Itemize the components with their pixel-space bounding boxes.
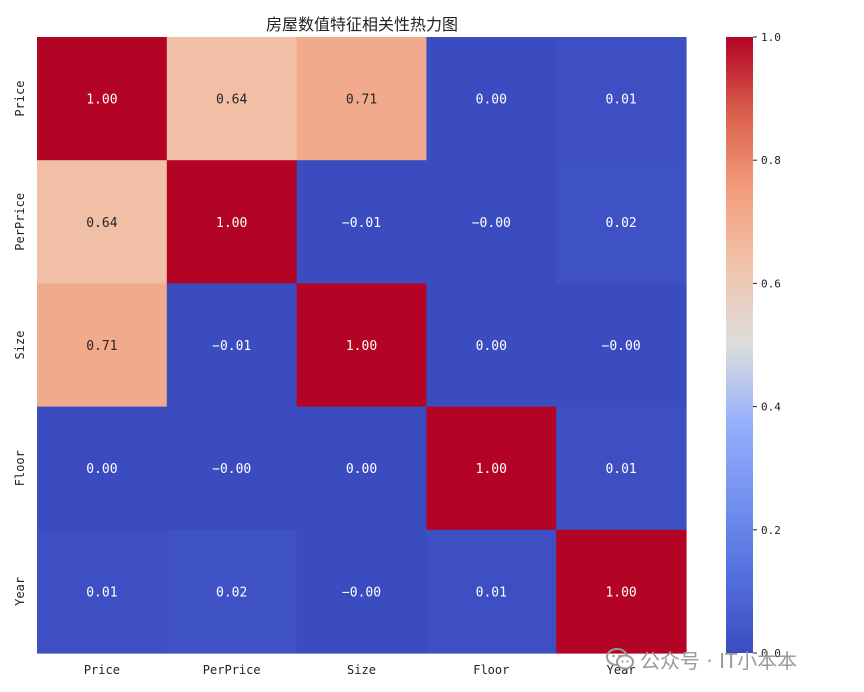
- heatmap-cell: [37, 37, 168, 161]
- cell-value-label: −0.00: [472, 216, 511, 231]
- heatmap-cell: [37, 406, 168, 531]
- heatmap-cell: [556, 283, 687, 408]
- cell-value-label: 1.00: [605, 585, 636, 600]
- heatmap-cell: [556, 406, 687, 531]
- y-tick-label: Year: [13, 577, 27, 606]
- heatmap-cell: [426, 529, 557, 654]
- cell-value-label: −0.00: [342, 585, 381, 600]
- heatmap-cell: [426, 283, 557, 408]
- heatmap-cell: [166, 529, 298, 654]
- cell-value-label: 0.00: [476, 339, 507, 354]
- heatmap-cell: [37, 160, 168, 284]
- chart-title: 房屋数值特征相关性热力图: [266, 15, 458, 34]
- y-tick-label: Size: [13, 331, 27, 360]
- cell-value-label: −0.01: [342, 216, 381, 231]
- heatmap-cell: [556, 529, 687, 654]
- watermark-text: 公众号 · IT小本本: [640, 648, 798, 673]
- cell-value-label: 1.00: [216, 216, 247, 231]
- watermark: 公众号 · IT小本本: [606, 645, 797, 673]
- heatmap-cell: [426, 37, 557, 161]
- heatmap-cell: [556, 37, 687, 161]
- cell-value-label: 0.01: [476, 585, 507, 600]
- cell-value-label: 0.02: [605, 216, 636, 231]
- colorbar-tick-label: 0.2: [761, 524, 781, 537]
- cell-value-label: 0.01: [605, 93, 636, 108]
- cell-value-label: 0.02: [216, 585, 247, 600]
- colorbar-tick-label: 0.6: [761, 277, 781, 290]
- colorbar-ticks: 0.0 0.2 0.4 0.6 0.8 1.0: [753, 31, 781, 660]
- cell-value-label: 0.00: [86, 462, 117, 477]
- heatmap-cell: [296, 160, 427, 284]
- colorbar-tick-label: 0.0: [761, 647, 781, 660]
- cell-value-label: 0.01: [605, 462, 636, 477]
- cell-value-label: −0.00: [212, 462, 251, 477]
- cell-value-label: 1.00: [86, 93, 117, 108]
- colorbar: [726, 37, 753, 653]
- heatmap-cell: [426, 160, 557, 284]
- cell-value-label: 0.71: [86, 339, 117, 354]
- heatmap-cell: [37, 283, 168, 408]
- y-tick-label: Price: [13, 81, 27, 117]
- x-tick-label: Size: [347, 663, 376, 677]
- cell-value-label: 0.00: [346, 462, 377, 477]
- colorbar-tick-label: 0.8: [761, 154, 781, 167]
- heatmap-cell: [166, 37, 298, 161]
- heatmap-cell: [296, 406, 427, 531]
- heatmap-cell: [37, 529, 168, 654]
- heatmap-cell: [296, 37, 427, 161]
- y-tick-label: PerPrice: [13, 193, 27, 251]
- heatmap-cell: [166, 406, 298, 531]
- cell-value-label: −0.00: [602, 339, 641, 354]
- heatmap-cell: [166, 283, 298, 408]
- colorbar-tick-label: 1.0: [761, 31, 781, 44]
- x-tick-label: Price: [84, 663, 120, 677]
- heatmap-cells: 1.00 0.64 0.71 0.00 0.01 0.64 1.00 −0.01 −0.00 0.…: [37, 37, 687, 654]
- cell-value-label: 0.71: [346, 93, 377, 108]
- heatmap-cell: [166, 160, 298, 284]
- cell-value-label: 1.00: [476, 462, 507, 477]
- y-axis-ticks: Price PerPrice Size Floor Year: [13, 81, 27, 606]
- heatmap-cell: [296, 529, 427, 654]
- cell-value-label: 0.64: [86, 216, 117, 231]
- heatmap-cell: [426, 406, 557, 531]
- x-tick-label: Floor: [473, 663, 509, 677]
- colorbar-tick-label: 0.4: [761, 401, 781, 414]
- x-tick-label: PerPrice: [203, 663, 261, 677]
- heatmap-cell: [556, 160, 687, 284]
- x-axis-ticks: Price PerPrice Size Floor Year: [84, 663, 636, 677]
- cell-value-label: 0.64: [216, 93, 247, 108]
- y-tick-label: Floor: [13, 450, 27, 486]
- wechat-icon: [606, 648, 634, 670]
- cell-value-label: −0.01: [212, 339, 251, 354]
- cell-value-label: 0.01: [86, 585, 117, 600]
- heatmap-cell: [296, 283, 427, 408]
- cell-value-label: 1.00: [346, 339, 377, 354]
- cell-value-label: 0.00: [476, 93, 507, 108]
